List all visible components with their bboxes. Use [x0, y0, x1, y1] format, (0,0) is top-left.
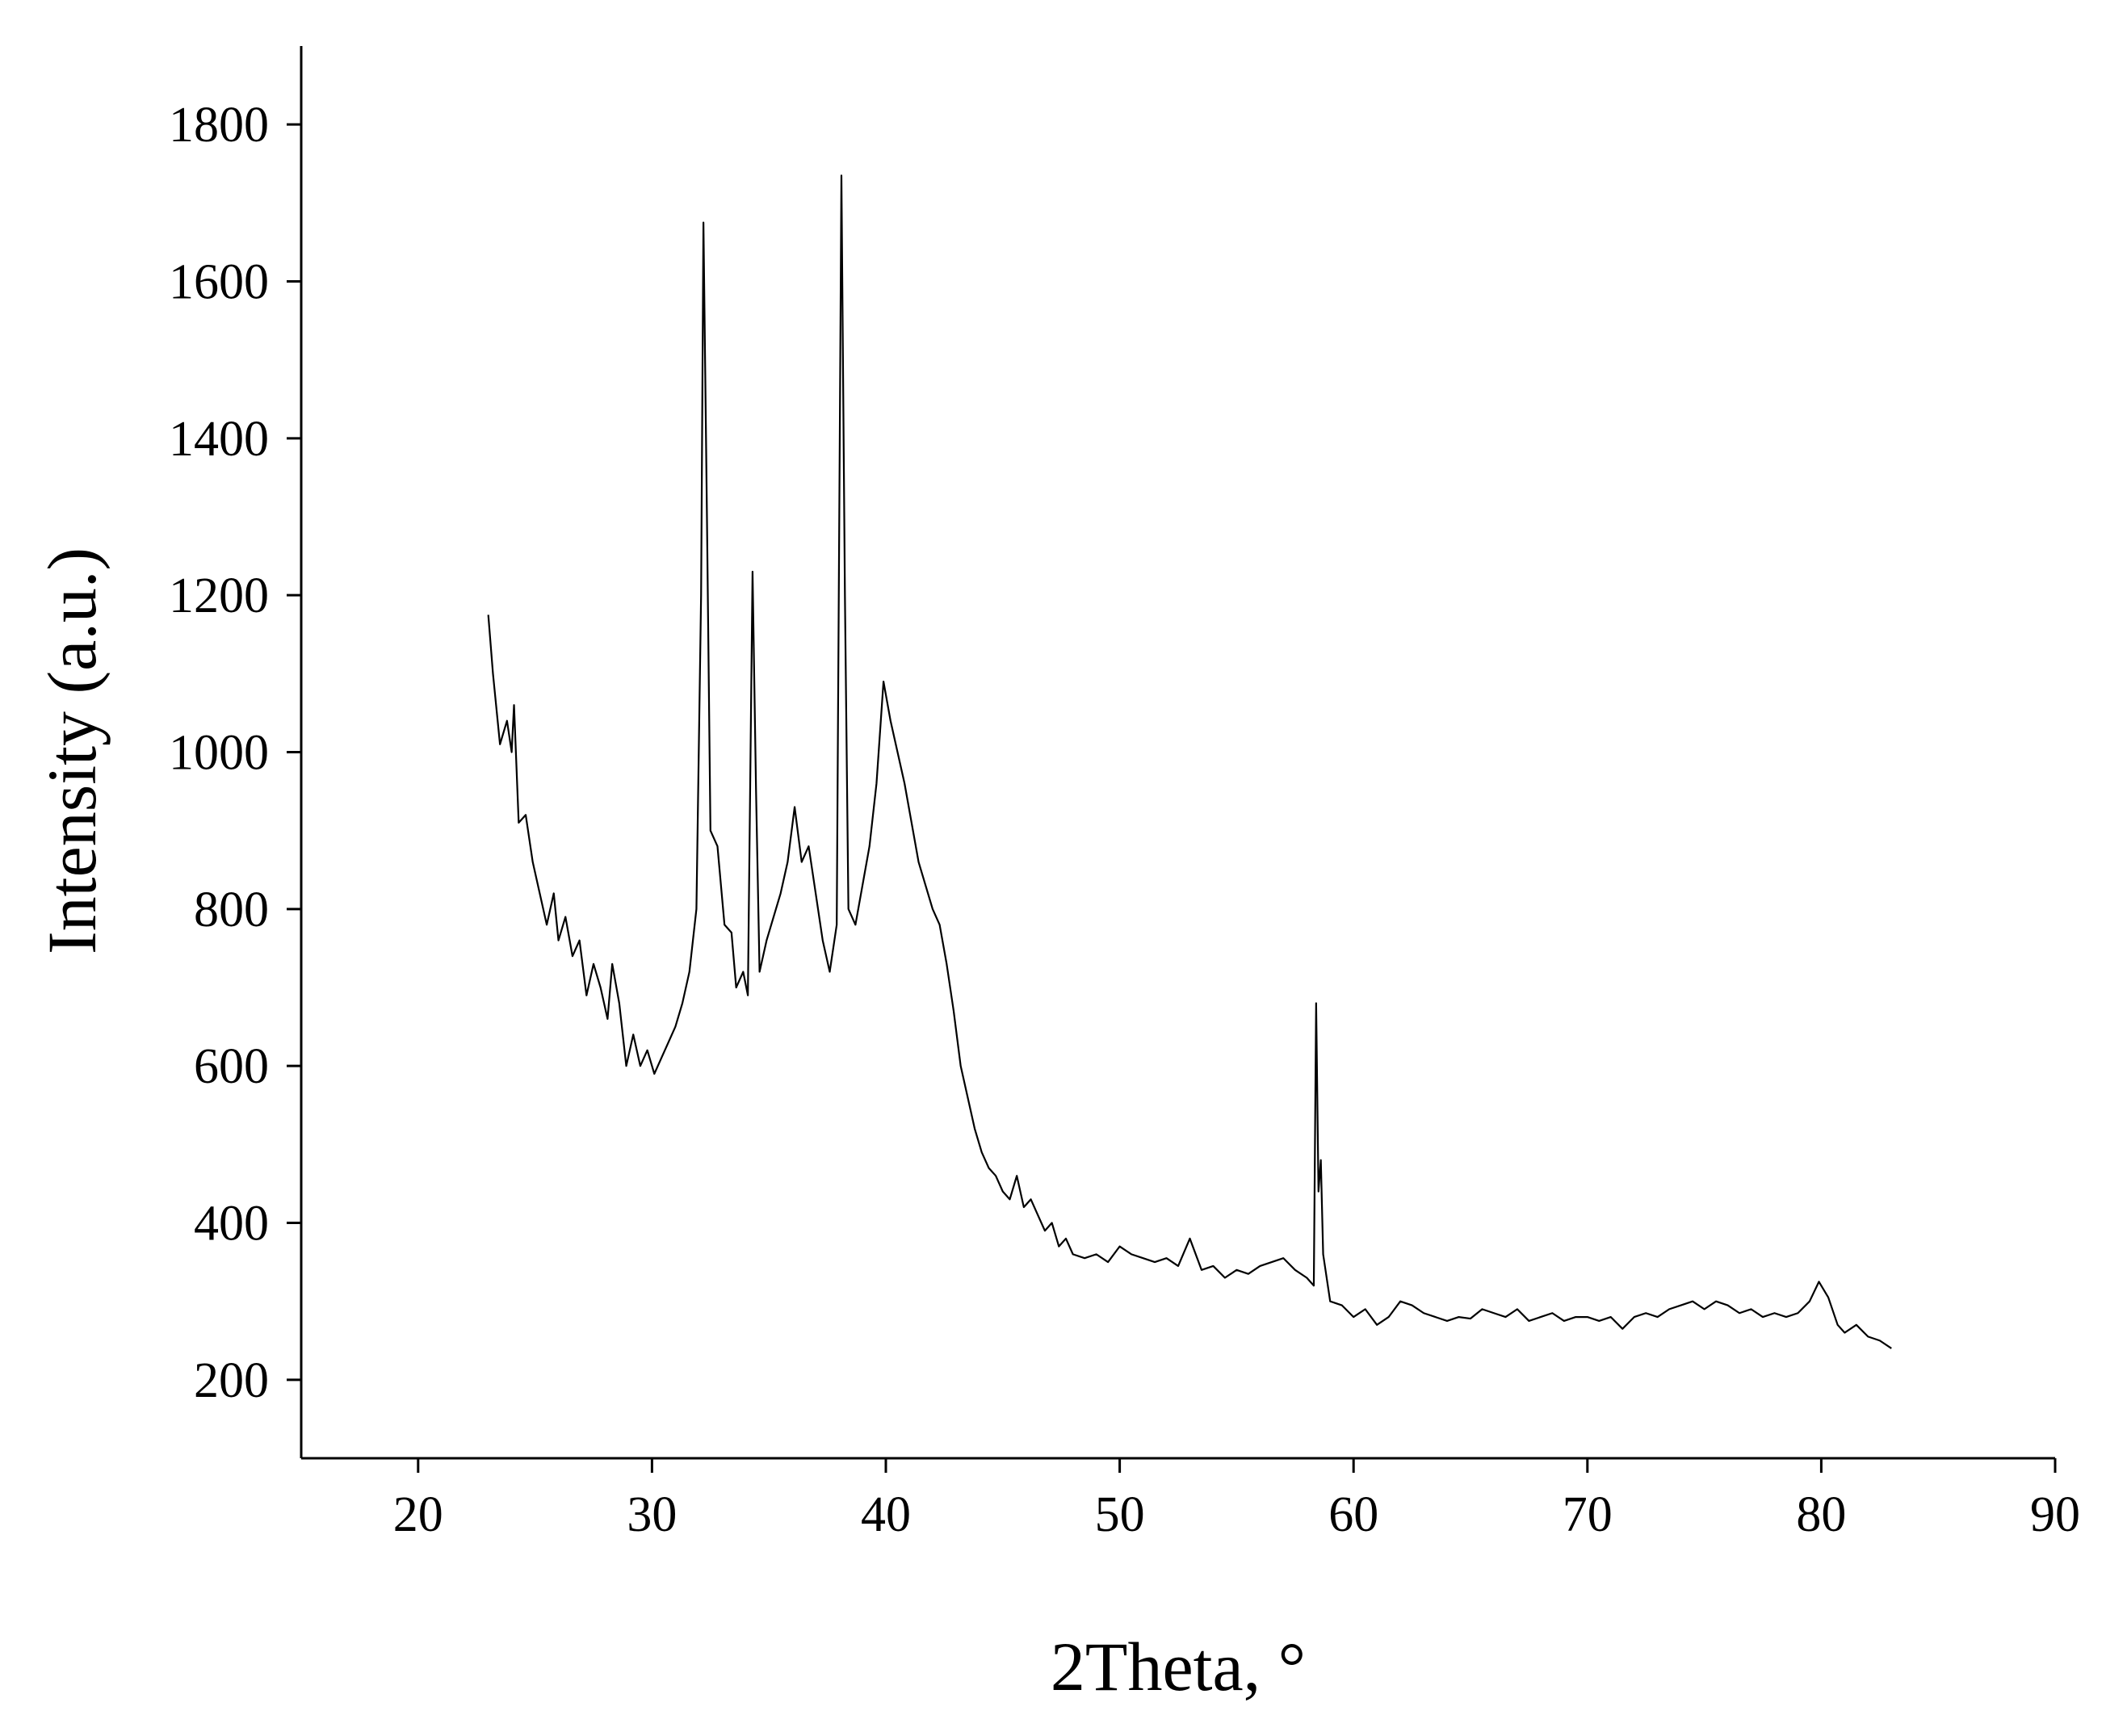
x-tick-label: 50: [1095, 1487, 1145, 1542]
x-tick-label: 20: [393, 1487, 443, 1542]
y-tick-label: 1800: [169, 98, 269, 153]
y-tick-label: 1000: [169, 726, 269, 781]
y-tick-label: 400: [194, 1197, 269, 1252]
y-tick-label: 1600: [169, 255, 269, 310]
x-tick-label: 30: [627, 1487, 677, 1542]
y-tick-label: 600: [194, 1039, 269, 1094]
x-tick-label: 80: [1796, 1487, 1846, 1542]
x-tick-label: 40: [861, 1487, 911, 1542]
y-tick-label: 1200: [169, 568, 269, 623]
x-tick-label: 90: [2030, 1487, 2080, 1542]
x-tick-label: 60: [1328, 1487, 1378, 1542]
y-axis-label: Intensity (a.u.): [33, 547, 111, 954]
x-tick-label: 70: [1563, 1487, 1613, 1542]
data-line: [487, 174, 1892, 1349]
x-axis-label: 2Theta, °: [1051, 1628, 1306, 1705]
y-tick-label: 800: [194, 883, 269, 937]
y-tick-label: 200: [194, 1353, 269, 1408]
y-tick-label: 1400: [169, 412, 269, 467]
